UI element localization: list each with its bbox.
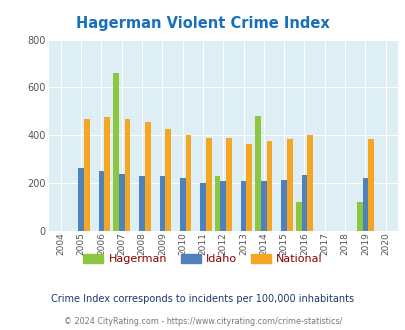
Bar (179, 178, 185, 231)
Bar (205, 138, 211, 231)
Bar (139, 176, 145, 231)
Bar (104, 116, 110, 231)
Bar (159, 176, 165, 231)
Bar (119, 174, 124, 231)
Bar (307, 135, 312, 231)
Bar (220, 182, 226, 231)
Bar (185, 135, 191, 231)
Bar (301, 175, 307, 231)
Text: © 2024 CityRating.com - https://www.cityrating.com/crime-statistics/: © 2024 CityRating.com - https://www.city… (64, 317, 341, 326)
Bar (356, 202, 362, 231)
Bar (226, 138, 231, 231)
Bar (362, 178, 367, 231)
Bar (240, 181, 246, 231)
Bar (84, 118, 90, 231)
Bar (145, 122, 150, 231)
Bar (113, 73, 119, 231)
Legend: Hagerman, Idaho, National: Hagerman, Idaho, National (81, 252, 324, 267)
Bar (286, 139, 292, 231)
Bar (78, 168, 84, 231)
Bar (214, 176, 220, 231)
Bar (124, 118, 130, 231)
Text: Hagerman Violent Crime Index: Hagerman Violent Crime Index (76, 16, 329, 31)
Bar (295, 202, 301, 231)
Bar (98, 171, 104, 231)
Bar (266, 141, 272, 231)
Bar (200, 183, 205, 231)
Text: Crime Index corresponds to incidents per 100,000 inhabitants: Crime Index corresponds to incidents per… (51, 294, 354, 304)
Bar (281, 180, 286, 231)
Bar (255, 116, 260, 231)
Bar (246, 144, 252, 231)
Bar (260, 181, 266, 231)
Bar (165, 129, 171, 231)
Bar (367, 139, 373, 231)
